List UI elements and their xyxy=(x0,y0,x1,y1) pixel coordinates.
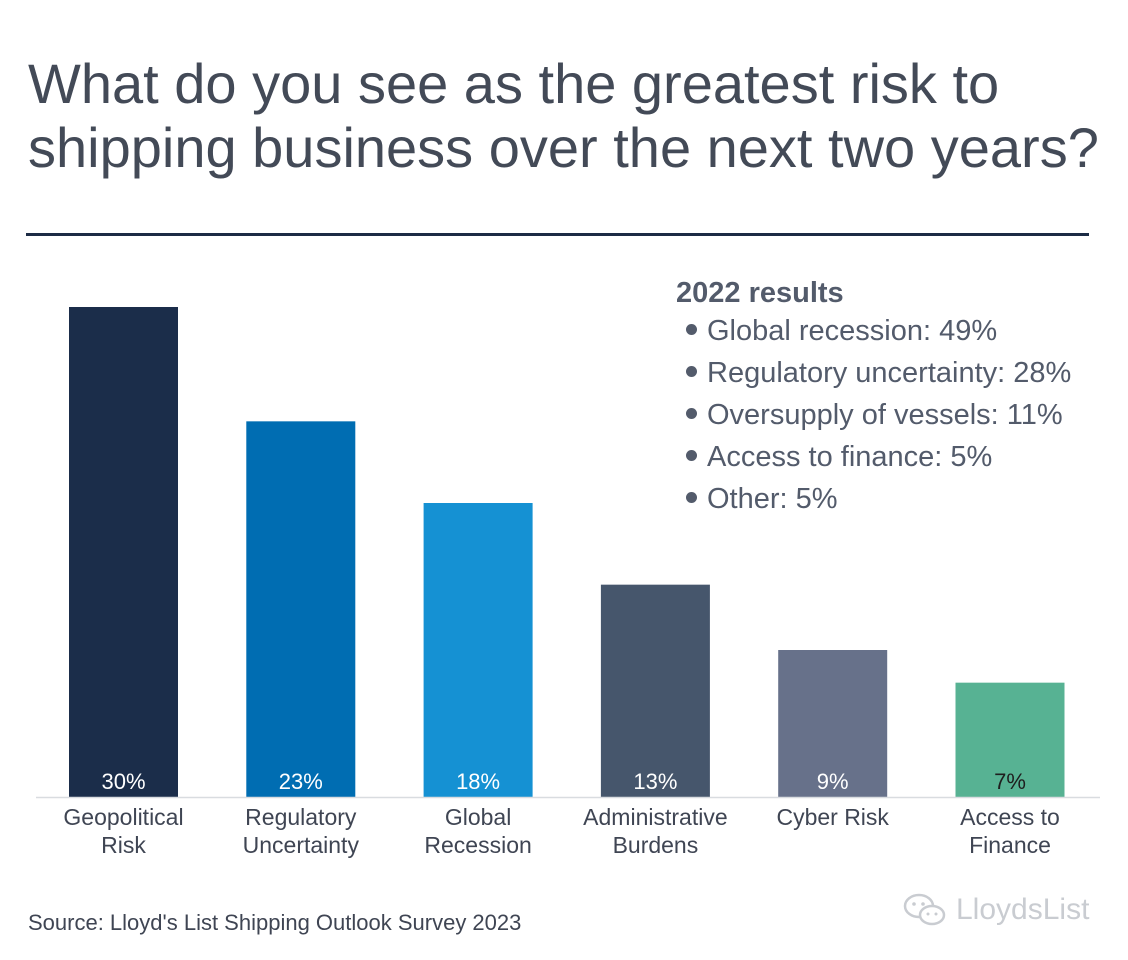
previous-result-item: Access to finance: 5% xyxy=(676,436,1116,478)
bar xyxy=(423,503,533,797)
bar-value-label: 18% xyxy=(456,769,500,794)
category-tick-label: Regulatory xyxy=(245,804,357,830)
previous-result-text: Global recession: 49% xyxy=(707,315,998,347)
bullet-icon xyxy=(686,449,697,461)
previous-result-item: Oversupply of vessels: 11% xyxy=(676,394,1116,436)
previous-result-text: Oversupply of vessels: 11% xyxy=(707,399,1063,431)
chart-title: What do you see as the greatest risk to … xyxy=(28,51,1099,179)
bar-value-label: 7% xyxy=(994,769,1026,794)
previous-results-list: Global recession: 49% Regulatory uncerta… xyxy=(676,310,1116,520)
bar-value-label: 23% xyxy=(279,769,323,794)
bar xyxy=(246,421,356,797)
watermark: LloydsList xyxy=(902,888,1089,932)
bar xyxy=(955,682,1065,797)
category-tick-label: Geopolitical xyxy=(63,804,183,830)
bar-value-label: 13% xyxy=(633,769,677,794)
previous-result-item: Global recession: 49% xyxy=(676,310,1116,352)
previous-result-text: Access to finance: 5% xyxy=(707,441,993,473)
previous-results-title: 2022 results xyxy=(676,277,844,309)
title-divider xyxy=(26,233,1089,236)
category-tick-label: Global xyxy=(445,804,511,830)
category-tick-label: Risk xyxy=(101,832,146,858)
category-tick-label: Cyber Risk xyxy=(776,804,889,830)
bar-value-label: 9% xyxy=(817,769,849,794)
bar xyxy=(69,307,178,797)
previous-result-item: Regulatory uncertainty: 28% xyxy=(676,352,1116,394)
watermark-text: LloydsList xyxy=(956,893,1090,926)
category-tick-label: Administrative xyxy=(583,804,727,830)
bullet-icon xyxy=(686,407,697,419)
bar-value-label: 30% xyxy=(101,769,145,794)
bullet-icon xyxy=(686,323,697,335)
bullet-icon xyxy=(686,365,697,377)
bullet-icon xyxy=(686,491,697,503)
previous-result-item: Other: 5% xyxy=(676,478,1116,520)
category-tick-label: Access to xyxy=(960,804,1060,830)
category-tick-label: Finance xyxy=(969,832,1051,858)
bar xyxy=(778,650,888,797)
previous-result-text: Regulatory uncertainty: 28% xyxy=(707,357,1072,389)
previous-result-text: Other: 5% xyxy=(707,483,838,515)
bar xyxy=(600,584,710,797)
category-tick-label: Burdens xyxy=(613,832,699,858)
previous-results-panel: 2022 results Global recession: 49% Regul… xyxy=(676,276,1116,520)
category-tick-label: Recession xyxy=(424,832,531,858)
category-tick-label: Uncertainty xyxy=(243,832,360,858)
source-note: Source: Lloyd's List Shipping Outlook Su… xyxy=(28,910,522,935)
chat-bubbles-icon xyxy=(903,893,946,926)
